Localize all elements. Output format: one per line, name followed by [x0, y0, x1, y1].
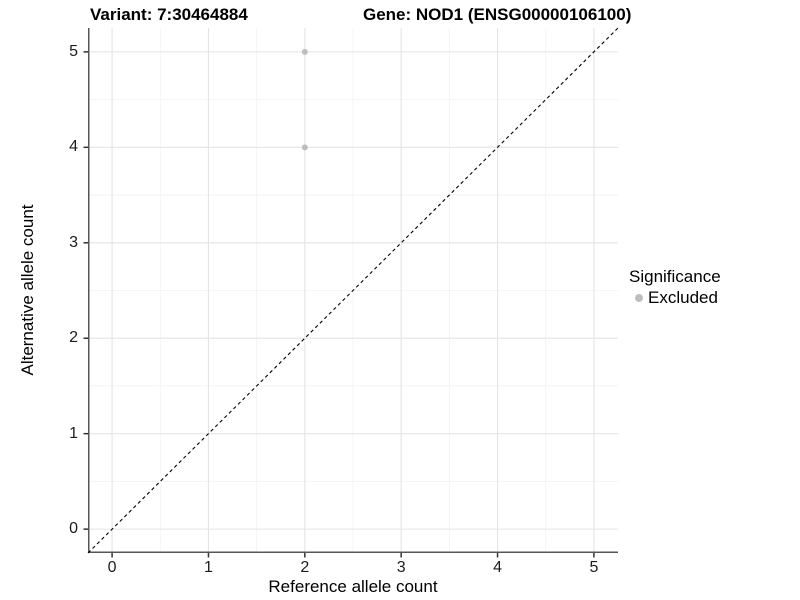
x-tick-label: 4 — [493, 559, 502, 576]
x-tick-label: 3 — [396, 559, 406, 576]
legend-items: Excluded — [629, 288, 721, 308]
x-tick-label: 0 — [107, 559, 117, 576]
x-tick-label: 2 — [300, 559, 310, 576]
identity-dashed-line — [87, 27, 619, 554]
data-point — [301, 144, 308, 151]
y-tick-label: 3 — [69, 233, 78, 251]
legend-item-label: Excluded — [648, 288, 718, 307]
y-axis-title: Alternative allele count — [18, 204, 37, 376]
y-tick-label: 5 — [69, 42, 78, 60]
x-tick-label: 5 — [589, 559, 599, 576]
plot-area: Reference allele count Alternative allel… — [18, 27, 619, 596]
y-tick-label: 1 — [69, 424, 78, 442]
x-axis-title: Reference allele count — [268, 577, 438, 596]
y-tick-label: 4 — [69, 138, 78, 156]
y-tick-label: 2 — [69, 329, 78, 347]
plot-panel — [83, 27, 619, 558]
variant-title: Variant: 7:30464884 — [90, 5, 248, 24]
legend: Significance Excluded — [629, 267, 721, 308]
y-tick-label: 0 — [69, 520, 78, 538]
legend-key-dot-icon — [635, 294, 643, 302]
data-point — [301, 48, 308, 55]
legend-item: Excluded — [629, 288, 721, 308]
gene-title: Gene: NOD1 (ENSG00000106100) — [363, 5, 632, 24]
x-tick-label: 1 — [204, 559, 213, 576]
legend-title: Significance — [629, 267, 721, 286]
